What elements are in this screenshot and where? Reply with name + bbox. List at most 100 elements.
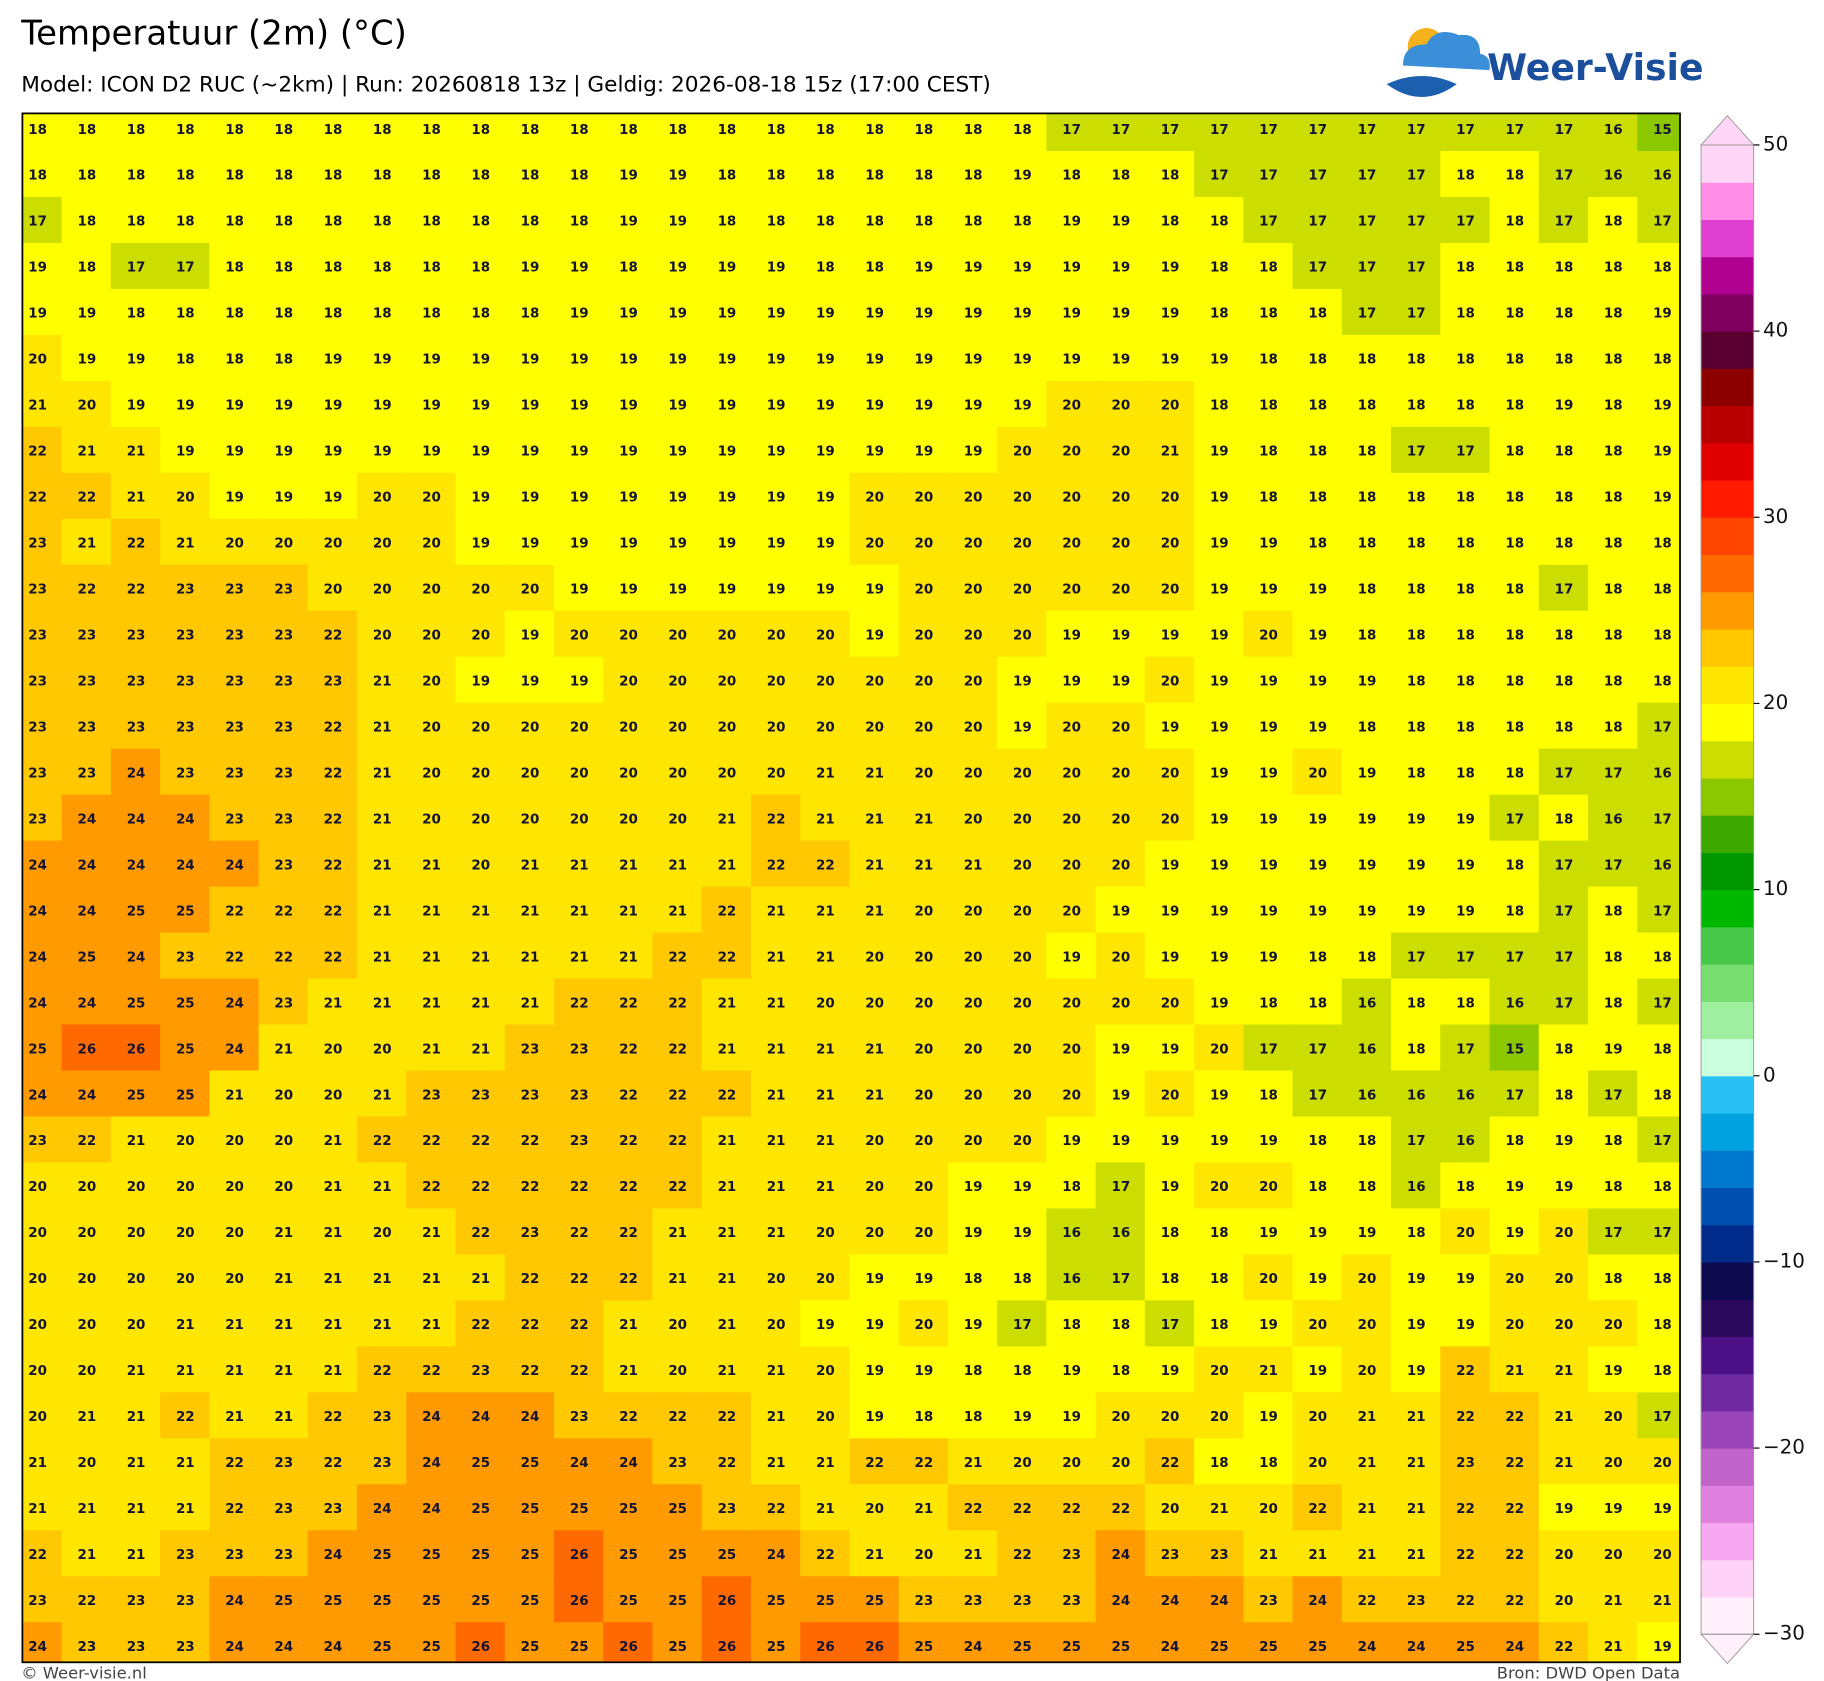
- temp-label: 20: [718, 628, 737, 643]
- temp-label: 18: [127, 307, 146, 322]
- temp-cell: [1341, 380, 1393, 429]
- temp-label: 19: [619, 537, 638, 552]
- temp-cell: [652, 426, 703, 474]
- temp-cell: [357, 150, 408, 199]
- temp-cell: [1341, 1254, 1393, 1302]
- temp-cell: [1095, 1622, 1147, 1663]
- temp-cell: [652, 1024, 703, 1072]
- temp-cell: [209, 196, 260, 245]
- temp-label: 20: [1604, 1410, 1623, 1425]
- temp-label: 19: [1013, 261, 1032, 276]
- temp-label: 21: [471, 1272, 490, 1287]
- temp-label: 18: [1505, 445, 1524, 460]
- temp-label: 19: [1111, 674, 1130, 689]
- temp-cell: [750, 840, 802, 888]
- temp-label: 20: [1062, 812, 1081, 827]
- temp-cell: [800, 1346, 851, 1394]
- temp-cell: [652, 1484, 703, 1532]
- temp-cell: [1341, 932, 1393, 980]
- temp-cell: [701, 426, 753, 474]
- temp-label: 18: [964, 1364, 983, 1379]
- temp-label: 20: [422, 766, 441, 781]
- temp-label: 21: [521, 950, 540, 965]
- temp-cell: [160, 748, 211, 796]
- temp-cell: [22, 1484, 63, 1532]
- temp-cell: [1046, 196, 1097, 245]
- temp-cell: [947, 1622, 999, 1663]
- temp-cell: [849, 978, 900, 1026]
- temp-cell: [849, 932, 900, 980]
- temp-label: 23: [176, 1640, 195, 1655]
- temp-label: 22: [373, 1134, 392, 1149]
- temp-label: 18: [77, 261, 96, 276]
- temp-label: 17: [1456, 1042, 1475, 1057]
- temp-cell: [947, 978, 999, 1026]
- temp-label: 21: [274, 1042, 293, 1057]
- temp-label: 19: [1308, 720, 1327, 735]
- temp-label: 18: [1111, 1364, 1130, 1379]
- temp-cell: [1538, 1530, 1590, 1578]
- temp-label: 20: [1062, 537, 1081, 552]
- temp-cell: [554, 1438, 605, 1486]
- temp-label: 18: [1259, 491, 1278, 506]
- temp-cell: [1440, 794, 1491, 842]
- temp-label: 25: [1013, 1640, 1032, 1655]
- temp-label: 20: [1062, 720, 1081, 735]
- temp-label: 21: [471, 950, 490, 965]
- temp-label: 19: [1161, 353, 1180, 368]
- temp-cell: [1292, 1300, 1343, 1348]
- temp-cell: [898, 242, 950, 291]
- temp-label: 21: [422, 1226, 441, 1241]
- temp-cell: [307, 113, 359, 153]
- temp-label: 21: [1555, 1456, 1574, 1471]
- temp-cell: [554, 610, 605, 658]
- temp-cell: [61, 113, 113, 153]
- temp-label: 20: [1604, 1548, 1623, 1563]
- temp-cell: [1046, 886, 1097, 934]
- temp-cell: [1637, 380, 1681, 429]
- temp-label: 18: [1555, 812, 1574, 827]
- temp-label: 17: [1456, 123, 1475, 138]
- temp-cell: [701, 242, 753, 291]
- temp-label: 21: [1308, 1548, 1327, 1563]
- temp-cell: [701, 1346, 753, 1394]
- temp-cell: [307, 1484, 359, 1532]
- temp-label: 17: [1555, 215, 1574, 230]
- temp-cell: [603, 748, 654, 796]
- temp-cell: [406, 288, 457, 337]
- temp-label: 19: [718, 445, 737, 460]
- colorbar-segment: [1701, 517, 1754, 556]
- temp-cell: [1489, 932, 1540, 980]
- temp-cell: [1046, 334, 1097, 383]
- temp-cell: [997, 886, 1048, 934]
- temp-label: 17: [1259, 215, 1278, 230]
- temp-label: 19: [422, 353, 441, 368]
- temp-cell: [849, 656, 900, 704]
- temp-cell: [209, 610, 260, 658]
- temp-cell: [1194, 1576, 1245, 1624]
- temp-label: 20: [77, 399, 96, 414]
- temp-label: 18: [225, 353, 244, 368]
- temp-cell: [1637, 748, 1681, 796]
- temp-label: 21: [718, 1364, 737, 1379]
- temp-label: 20: [816, 1410, 835, 1425]
- temp-cell: [1292, 1024, 1343, 1072]
- temp-label: 17: [1604, 1226, 1623, 1241]
- temp-cell: [750, 978, 802, 1026]
- temp-label: 19: [1308, 858, 1327, 873]
- temp-label: 18: [324, 123, 343, 138]
- temp-cell: [652, 196, 703, 245]
- temp-label: 24: [225, 1640, 244, 1655]
- temp-cell: [1292, 1162, 1343, 1210]
- temp-label: 20: [1653, 1456, 1672, 1471]
- temp-cell: [1194, 702, 1245, 750]
- temp-label: 20: [1308, 1410, 1327, 1425]
- temp-cell: [1588, 1484, 1639, 1532]
- temp-cell: [1637, 1208, 1681, 1256]
- logo: Weer-Visie: [1386, 28, 1704, 98]
- temp-label: 18: [816, 123, 835, 138]
- temp-label: 24: [1210, 1594, 1229, 1609]
- temp-cell: [455, 1622, 506, 1663]
- temp-label: 20: [225, 537, 244, 552]
- temp-label: 22: [1013, 1502, 1032, 1517]
